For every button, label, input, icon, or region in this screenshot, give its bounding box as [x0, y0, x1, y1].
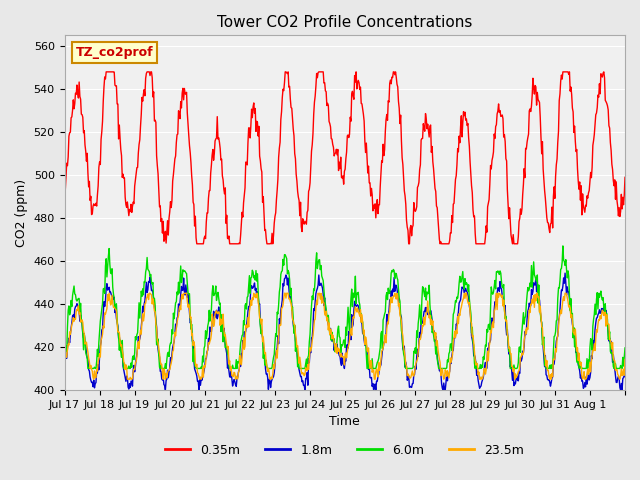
Title: Tower CO2 Profile Concentrations: Tower CO2 Profile Concentrations — [217, 15, 472, 30]
Text: TZ_co2prof: TZ_co2prof — [76, 46, 154, 59]
Legend: 0.35m, 1.8m, 6.0m, 23.5m: 0.35m, 1.8m, 6.0m, 23.5m — [161, 439, 529, 462]
Y-axis label: CO2 (ppm): CO2 (ppm) — [15, 179, 28, 247]
X-axis label: Time: Time — [330, 415, 360, 428]
